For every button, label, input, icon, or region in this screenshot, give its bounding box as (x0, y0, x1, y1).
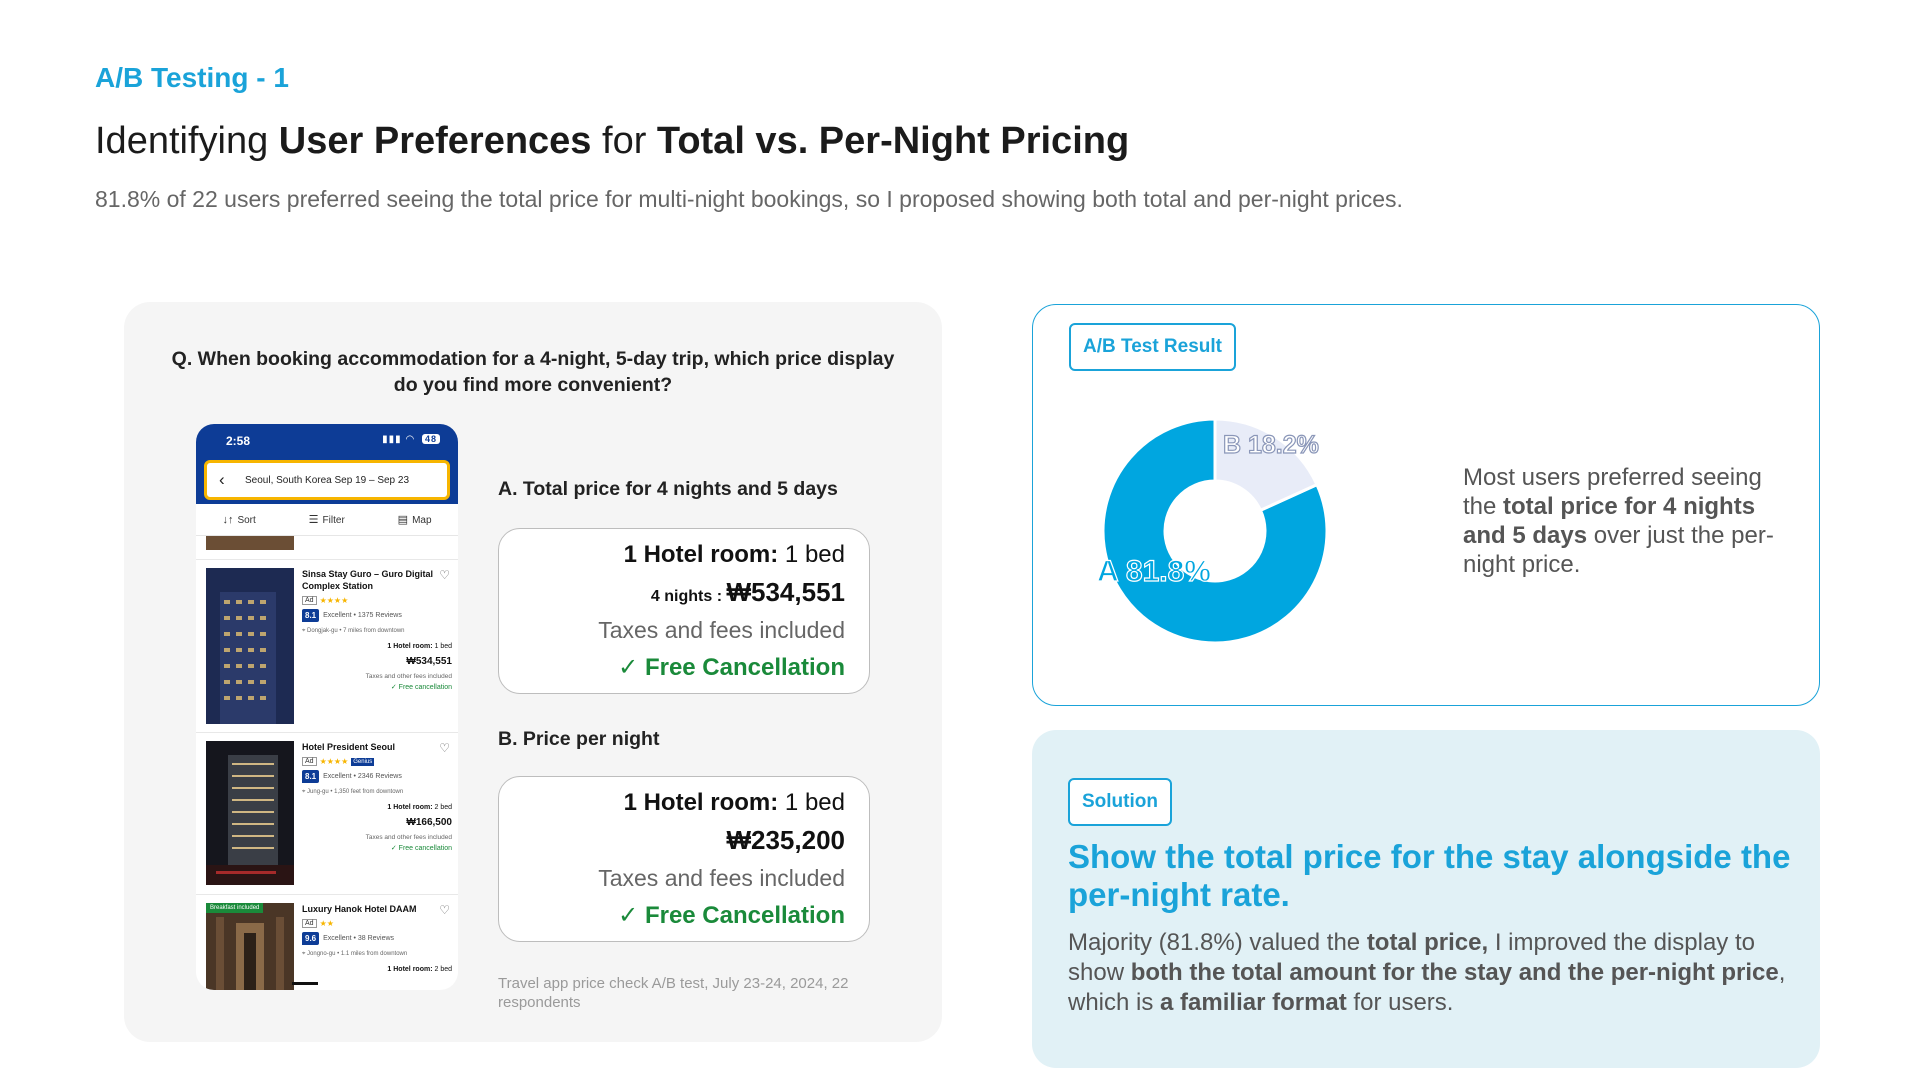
listing-taxes: Taxes and other fees included (365, 834, 452, 841)
pin-icon: ⌖ (302, 951, 308, 957)
ab-test-result-card: A/B Test Result A 81.8% B 18.2% Most user… (1032, 304, 1820, 706)
hotel-info: ♡ Sinsa Stay Guro – Guro Digital Complex… (302, 568, 452, 691)
pin-icon: ⌖ (302, 628, 308, 634)
result-summary: Most users preferred seeing the total pr… (1463, 464, 1774, 578)
page-title: Identifying User Preferences for Total v… (95, 120, 1130, 162)
donut-label-b: B 18.2% (1223, 431, 1319, 459)
listing-cancellation: ✓ Free cancellation (390, 684, 452, 691)
results-toolbar: ↓↑ Sort ☰ Filter ▤ Map (196, 504, 458, 536)
back-arrow-icon[interactable]: ‹ (219, 470, 225, 489)
hotel-listing[interactable]: ♡ Hotel President Seoul Ad ★★★★ Genius 8.1… (196, 732, 458, 890)
hotel-photo (206, 568, 294, 724)
option-b-label: B. Price per night (498, 728, 660, 750)
hotel-location: ⌖ Dongjak-gu • 7 miles from downtown (302, 628, 405, 634)
room-info: 1 Hotel room: 1 bed (623, 541, 845, 568)
signal-icon: ▮▮▮ (382, 434, 402, 445)
option-a-label: A. Total price for 4 nights and 5 days (498, 478, 838, 500)
breakfast-badge: Breakfast included (206, 903, 264, 913)
per-night-price: ₩235,200 (726, 825, 845, 855)
filter-button[interactable]: ☰ Filter (308, 514, 345, 526)
map-icon: ▤ (397, 514, 409, 526)
phone-mockup: 2:58 ▮▮▮ ◠ 48 ‹ Seoul, South Korea Sep 1… (196, 424, 458, 990)
room-info: 1 Hotel room: 1 bed (623, 789, 845, 816)
review-summary: Excellent • 1375 Reviews (323, 612, 402, 619)
check-icon: ✓ (618, 654, 645, 681)
hotel-photo (206, 903, 294, 990)
survey-question: Q. When booking accommodation for a 4-ni… (171, 348, 895, 396)
hotel-name: Hotel President Seoul (302, 742, 396, 752)
review-summary: Excellent • 38 Reviews (323, 935, 395, 942)
survey-footnote: Travel app price check A/B test, July 23… (498, 975, 849, 1011)
status-icons: ▮▮▮ ◠ 48 (382, 434, 440, 445)
star-rating: ★★★★ (319, 757, 349, 766)
hotel-listing[interactable]: ♡ Sinsa Stay Guro – Guro Digital Complex… (196, 559, 458, 729)
hotel-name: Sinsa Stay Guro – Guro Digital Complex S… (302, 569, 434, 591)
ad-badge: Ad (302, 757, 317, 766)
genius-badge: Genius (351, 757, 375, 766)
wifi-icon: ◠ (405, 434, 416, 445)
search-bar[interactable]: ‹ Seoul, South Korea Sep 19 – Sep 23 (204, 460, 450, 500)
result-donut-chart: A 81.8% B 18.2% (1097, 417, 1329, 645)
scroll-indicator (292, 982, 318, 985)
listing-price: ₩166,500 (406, 817, 452, 828)
solution-body: Majority (81.8%) valued the total price,… (1068, 929, 1786, 1016)
sort-icon: ↓↑ (222, 513, 234, 526)
ad-badge: Ad (302, 919, 317, 928)
free-cancellation: ✓ Free Cancellation (618, 902, 845, 929)
review-summary: Excellent • 2346 Reviews (323, 773, 402, 780)
solution-tag: Solution (1068, 778, 1172, 826)
listing-cancellation: ✓ Free cancellation (390, 845, 452, 852)
ad-badge: Ad (302, 596, 317, 605)
survey-card: Q. When booking accommodation for a 4-ni… (124, 302, 942, 1042)
review-score: 9.6 (302, 932, 320, 945)
pin-icon: ⌖ (302, 789, 308, 795)
solution-card: Solution Show the total price for the st… (1032, 730, 1820, 1068)
hotel-info: ♡ Hotel President Seoul Ad ★★★★ Genius 8.1… (302, 741, 452, 852)
free-cancellation: ✓ Free Cancellation (618, 654, 845, 681)
total-price: 4 nights : ₩534,551 (650, 577, 845, 607)
status-time: 2:58 (226, 434, 251, 448)
result-tag: A/B Test Result (1069, 323, 1237, 371)
section-tag: A/B Testing - 1 (95, 62, 289, 93)
star-rating: ★★ (319, 919, 334, 928)
room-info: 1 Hotel room: 2 bed (387, 804, 452, 811)
sort-button[interactable]: ↓↑ Sort (222, 513, 256, 526)
search-destination: Seoul, South Korea Sep 19 – Sep 23 (245, 475, 410, 486)
listing-price: ₩534,551 (406, 656, 452, 667)
battery-icon: 48 (421, 434, 440, 444)
filter-icon: ☰ (308, 514, 319, 526)
hotel-info: ♡ Luxury Hanok Hotel DAAM Ad ★★ 9.6 Excell… (302, 903, 452, 973)
page-subtitle: 81.8% of 22 users preferred seeing the t… (95, 186, 1403, 212)
taxes-note: Taxes and fees included (598, 865, 845, 891)
donut-label-a: A 81.8% (1097, 555, 1211, 588)
donut-slice-b (1213, 417, 1319, 513)
star-rating: ★★★★ (319, 596, 349, 605)
solution-headline: Show the total price for the stay alongs… (1068, 838, 1791, 913)
taxes-note: Taxes and fees included (598, 617, 845, 643)
listing-taxes: Taxes and other fees included (365, 673, 452, 680)
review-score: 8.1 (302, 770, 320, 783)
phone-header: 2:58 ▮▮▮ ◠ 48 ‹ Seoul, South Korea Sep 1… (196, 424, 458, 504)
hotel-location: ⌖ Jung-gu • 1,350 feet from downtown (302, 789, 404, 795)
hotel-name: Luxury Hanok Hotel DAAM (302, 904, 417, 914)
room-info: 1 Hotel room: 2 bed (387, 966, 452, 973)
option-a-price-box: 1 Hotel room: 1 bed 4 nights : ₩534,551 … (498, 528, 870, 694)
heart-icon[interactable]: ♡ (439, 903, 450, 917)
option-b-price-box: 1 Hotel room: 1 bed ₩235,200 Taxes and f… (498, 776, 870, 942)
room-info: 1 Hotel room: 1 bed (387, 643, 452, 650)
map-button[interactable]: ▤ Map (397, 514, 432, 526)
heart-icon[interactable]: ♡ (439, 741, 450, 755)
check-icon: ✓ (618, 902, 645, 929)
previous-listing-photo (206, 536, 294, 550)
donut-slice-a (1101, 417, 1329, 645)
heart-icon[interactable]: ♡ (439, 568, 450, 582)
review-score: 8.1 (302, 609, 320, 622)
hotel-listing[interactable]: Breakfast included ♡ Luxury Hanok Hotel … (196, 894, 458, 990)
hotel-location: ⌖ Jongno-gu • 1.1 miles from downtown (302, 951, 408, 957)
hotel-photo (206, 741, 294, 885)
